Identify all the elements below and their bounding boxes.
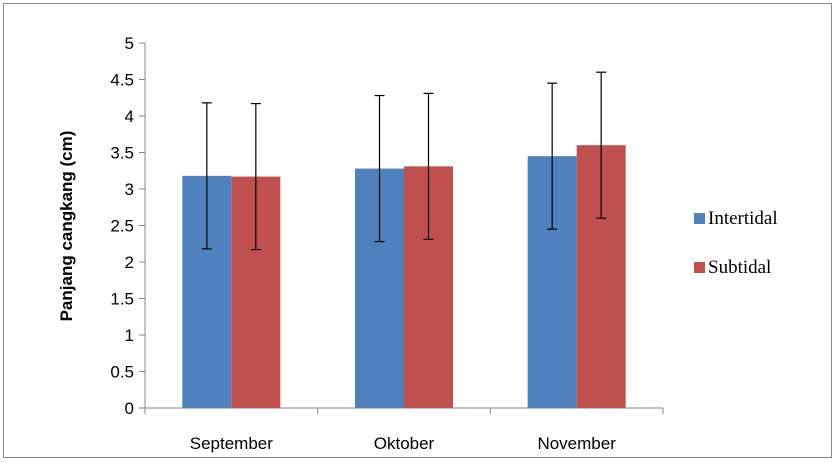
legend-swatch	[694, 262, 705, 273]
y-tick-label: 3	[125, 180, 134, 199]
legend-label: Intertidal	[708, 208, 778, 229]
y-tick-label: 2.5	[110, 217, 134, 236]
y-tick-label: 3.5	[110, 144, 134, 163]
x-axis: September Oktober November	[144, 407, 664, 453]
y-tick-label: 1	[125, 326, 134, 345]
x-category-label: September	[190, 434, 273, 453]
y-tick-label: 4.5	[110, 71, 134, 90]
y-axis: 0 0.5 1 1.5 2 2.5 3 3.5 4 4.5 5	[110, 34, 146, 418]
y-tick-label: 4	[125, 107, 134, 126]
error-bar	[201, 102, 212, 250]
legend-item-subtidal: Subtidal	[694, 257, 771, 278]
error-bar	[596, 71, 607, 219]
legend-swatch	[694, 213, 705, 224]
x-category-label: November	[537, 434, 616, 453]
error-bar	[250, 102, 261, 251]
y-tick-label: 0.5	[110, 363, 134, 382]
error-bar	[374, 94, 385, 243]
bars	[182, 145, 626, 408]
x-category-label: Oktober	[374, 434, 435, 453]
y-tick-label: 1.5	[110, 290, 134, 309]
legend-label: Subtidal	[708, 257, 771, 278]
legend-item-intertidal: Intertidal	[694, 208, 778, 229]
y-tick-label: 5	[125, 34, 134, 53]
y-tick-label: 2	[125, 253, 134, 272]
y-tick-label: 0	[125, 399, 134, 418]
error-bars	[201, 71, 607, 251]
legend: Intertidal Subtidal	[694, 208, 778, 278]
y-axis-title: Panjang cangkang (cm)	[57, 131, 76, 322]
error-bar	[423, 92, 434, 240]
error-bar	[547, 82, 558, 230]
